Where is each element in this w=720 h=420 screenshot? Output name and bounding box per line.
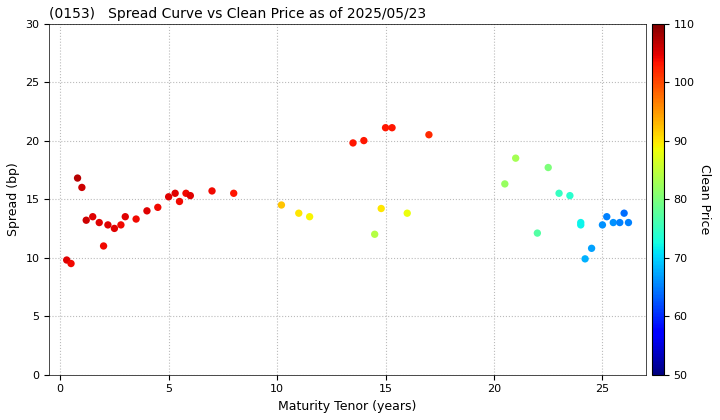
Point — [575, 219, 587, 226]
Point — [597, 221, 608, 228]
Point — [184, 192, 196, 199]
Point — [87, 213, 99, 220]
Point — [98, 243, 109, 249]
Point — [379, 124, 391, 131]
Point — [61, 257, 73, 263]
Point — [76, 184, 88, 191]
Point — [402, 210, 413, 217]
Point — [623, 219, 634, 226]
Point — [130, 216, 142, 223]
Point — [102, 221, 114, 228]
Point — [163, 194, 174, 200]
Point — [228, 190, 240, 197]
Text: (0153)   Spread Curve vs Clean Price as of 2025/05/23: (0153) Spread Curve vs Clean Price as of… — [50, 7, 426, 21]
Point — [94, 219, 105, 226]
Point — [180, 190, 192, 197]
Point — [369, 231, 380, 238]
X-axis label: Maturity Tenor (years): Maturity Tenor (years) — [279, 400, 417, 413]
Point — [608, 219, 619, 226]
Point — [614, 219, 626, 226]
Point — [276, 202, 287, 208]
Point — [575, 221, 587, 228]
Point — [304, 213, 315, 220]
Point — [293, 210, 305, 217]
Point — [542, 164, 554, 171]
Point — [358, 137, 369, 144]
Point — [206, 188, 217, 194]
Y-axis label: Clean Price: Clean Price — [698, 164, 711, 234]
Point — [169, 190, 181, 197]
Point — [423, 131, 435, 138]
Point — [387, 124, 398, 131]
Point — [586, 245, 598, 252]
Point — [601, 213, 613, 220]
Point — [553, 190, 564, 197]
Point — [347, 139, 359, 146]
Point — [141, 207, 153, 214]
Point — [120, 213, 131, 220]
Point — [115, 221, 127, 228]
Point — [499, 181, 510, 187]
Point — [152, 204, 163, 211]
Point — [618, 210, 630, 217]
Y-axis label: Spread (bp): Spread (bp) — [7, 162, 20, 236]
Point — [174, 198, 185, 205]
Point — [81, 217, 92, 223]
Point — [580, 255, 591, 262]
Point — [531, 230, 543, 236]
Point — [564, 192, 576, 199]
Point — [375, 205, 387, 212]
Point — [109, 225, 120, 232]
Point — [510, 155, 521, 162]
Point — [72, 175, 84, 181]
Point — [66, 260, 77, 267]
